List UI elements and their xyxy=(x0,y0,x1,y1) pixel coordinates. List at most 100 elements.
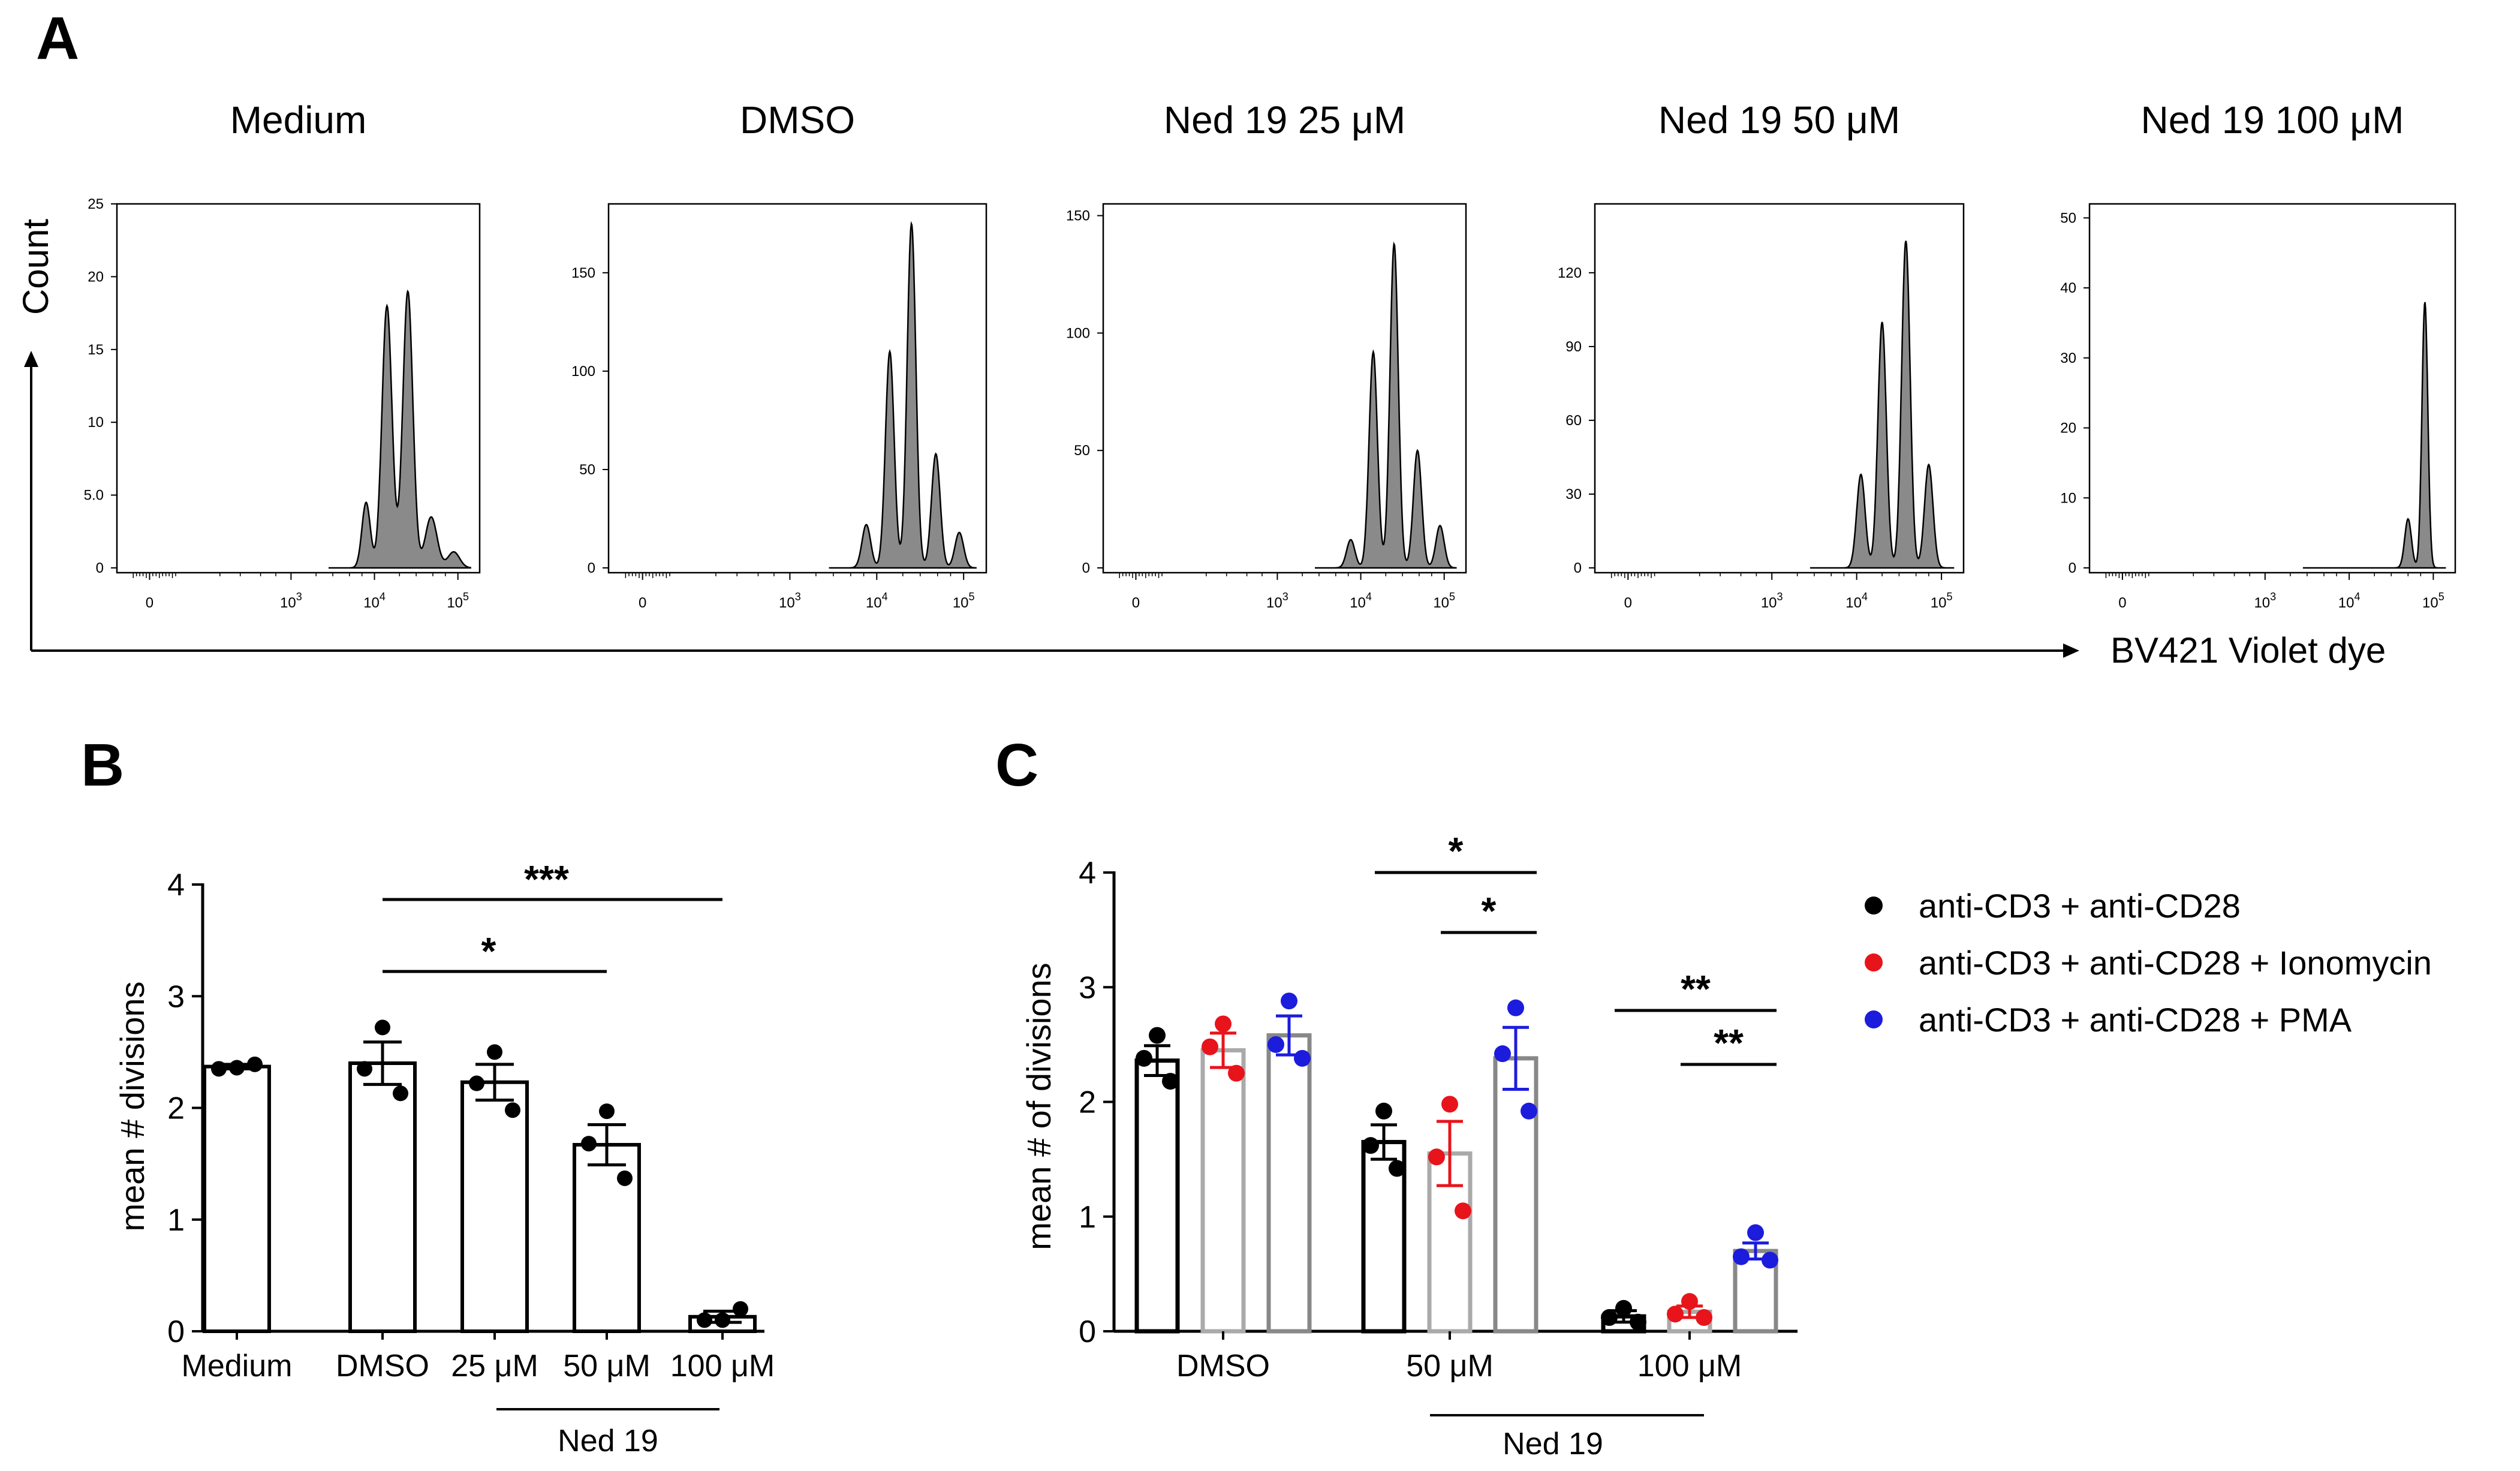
histogram-area xyxy=(329,290,471,569)
x-tick-label: 103 xyxy=(1266,591,1288,611)
x-tick-label: 103 xyxy=(280,591,302,611)
b-data-point xyxy=(375,1019,390,1036)
legend-label: anti-CD3 + anti-CD28 + Ionomycin xyxy=(1919,944,2432,982)
x-tick-label: 104 xyxy=(363,591,386,611)
b-data-point xyxy=(581,1136,597,1152)
panel-a-axes: Count BV421 Violet dye xyxy=(16,219,2386,670)
x-tick-label: 105 xyxy=(1931,591,1953,611)
y-tick-label: 90 xyxy=(1565,339,1582,355)
c-data-point xyxy=(1202,1038,1218,1055)
y-tick-label: 0 xyxy=(588,560,595,576)
y-tick-label: 50 xyxy=(2060,210,2076,226)
y-tick-label: 0 xyxy=(1574,560,1582,576)
x-tick-label: 0 xyxy=(146,595,153,611)
chart-c: 0 1 2 3 4 mean # of divisions DMSO 50 μM 100 μM N… xyxy=(1020,829,2432,1461)
x-tick-label: 103 xyxy=(779,591,801,611)
x-tick-label: 104 xyxy=(1845,591,1868,611)
legend-label: anti-CD3 + anti-CD28 xyxy=(1919,887,2241,925)
x-tick-label: 0 xyxy=(2118,595,2126,611)
c-group-label: Ned 19 xyxy=(1503,1427,1603,1461)
b-data-point xyxy=(599,1103,615,1120)
y-tick-label: 60 xyxy=(1565,413,1582,429)
b-x-tick-label: 50 μM xyxy=(563,1349,651,1383)
y-tick-label: 10 xyxy=(88,414,104,431)
c-bar xyxy=(1200,1048,1246,1334)
c-data-point xyxy=(1733,1248,1750,1265)
panel-c-letter: C xyxy=(995,732,1038,799)
c-data-point xyxy=(1294,1049,1311,1067)
c-significance-label: * xyxy=(1482,889,1497,932)
c-data-point xyxy=(1630,1313,1646,1331)
histogram-title: Ned 19 25 μM xyxy=(1164,98,1405,142)
b-y-tick-label: 3 xyxy=(167,979,185,1014)
x-tick-label: 105 xyxy=(2422,591,2444,611)
y-tick-label: 25 xyxy=(88,196,104,212)
histogram-frame xyxy=(1102,203,1467,574)
x-tick-label: 105 xyxy=(953,591,975,611)
x-tick-label: 0 xyxy=(1624,595,1632,611)
y-tick-label: 100 xyxy=(571,363,595,380)
panel-a-x-arrowhead xyxy=(2063,643,2079,658)
histogram-4: Ned 19 100 μM 0 10 20 30 40 50 0 103 104 105 xyxy=(2060,98,2456,611)
histogram-title: DMSO xyxy=(740,98,855,142)
b-data-point xyxy=(487,1044,502,1060)
c-data-point xyxy=(1667,1305,1684,1323)
c-data-point xyxy=(1494,1045,1511,1063)
histogram-0: Medium 0 5.0 10 15 20 25 0 103 104 105 xyxy=(84,98,481,611)
b-data-point xyxy=(211,1061,227,1077)
x-tick-label: 105 xyxy=(447,591,469,611)
c-y-tick-label: 0 xyxy=(1079,1314,1096,1349)
b-bar xyxy=(203,1064,271,1334)
histogram-title: Ned 19 50 μM xyxy=(1658,98,1900,142)
c-x-tick-label: DMSO xyxy=(1176,1349,1270,1383)
c-data-point xyxy=(1681,1293,1698,1310)
c-data-point xyxy=(1441,1096,1458,1113)
c-data-point xyxy=(1428,1148,1445,1166)
histogram-frame xyxy=(2088,203,2456,574)
y-tick-label: 40 xyxy=(2060,280,2076,296)
b-data-point xyxy=(733,1301,748,1317)
b-data-point xyxy=(505,1102,520,1118)
y-tick-label: 150 xyxy=(571,265,595,281)
y-tick-label: 15 xyxy=(88,342,104,358)
histogram-frame xyxy=(607,203,987,574)
b-x-tick-label: 25 μM xyxy=(451,1349,538,1383)
b-data-point xyxy=(697,1312,712,1328)
y-tick-label: 0 xyxy=(1082,560,1090,576)
legend-label: anti-CD3 + anti-CD28 + PMA xyxy=(1919,1001,2352,1039)
panel-a-x-axis-label: BV421 Violet dye xyxy=(2110,630,2386,670)
c-y-tick-label: 1 xyxy=(1079,1200,1096,1235)
y-tick-label: 30 xyxy=(1565,486,1582,503)
c-significance-label: ** xyxy=(1681,967,1711,1010)
c-data-point xyxy=(1601,1309,1618,1326)
b-y-tick-label: 0 xyxy=(167,1314,185,1349)
y-tick-label: 50 xyxy=(579,462,595,478)
c-bar xyxy=(1134,1058,1180,1334)
c-data-point xyxy=(1375,1102,1392,1120)
y-tick-label: 120 xyxy=(1558,265,1582,281)
b-x-tick-label: 100 μM xyxy=(670,1349,775,1383)
y-tick-label: 5.0 xyxy=(84,488,104,504)
b-y-axis-label: mean # divisions xyxy=(113,981,151,1231)
b-data-point xyxy=(469,1075,484,1091)
b-data-point xyxy=(357,1061,372,1077)
c-x-tick-label: 50 μM xyxy=(1406,1349,1494,1383)
y-tick-label: 20 xyxy=(88,269,104,285)
c-data-point xyxy=(1267,1036,1284,1053)
b-x-tick-label: DMSO xyxy=(336,1349,429,1383)
b-x-tick-label: Medium xyxy=(182,1349,293,1383)
c-data-point xyxy=(1455,1202,1471,1220)
b-data-point xyxy=(229,1060,245,1076)
x-tick-label: 0 xyxy=(639,595,646,611)
panel-a-y-arrowhead xyxy=(24,351,38,367)
y-tick-label: 150 xyxy=(1066,208,1090,224)
c-data-point xyxy=(1362,1137,1379,1154)
b-bar xyxy=(460,1080,529,1333)
y-tick-label: 10 xyxy=(2060,490,2076,506)
y-tick-label: 0 xyxy=(96,560,104,576)
histogram-area xyxy=(1810,240,1955,569)
c-y-tick-label: 3 xyxy=(1079,970,1096,1005)
panel-b-letter: B xyxy=(81,732,124,799)
b-data-point xyxy=(715,1312,730,1328)
